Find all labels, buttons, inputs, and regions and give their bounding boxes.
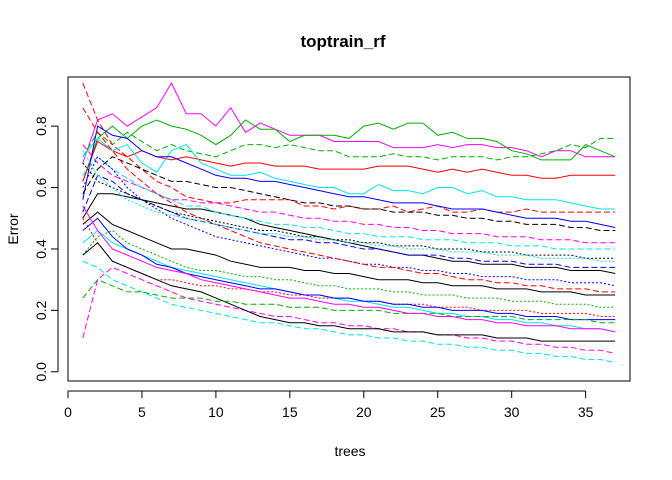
x-tick-label: 30 (504, 404, 520, 420)
plot-frame (67, 76, 631, 382)
series-line-13 (82, 211, 616, 296)
y-tick-label: 0.2 (33, 300, 49, 320)
series-line-2 (82, 82, 616, 164)
x-tick-label: 25 (430, 404, 446, 420)
series-line-8 (82, 125, 616, 228)
y-axis-label: Error (5, 213, 21, 244)
chart-title: toptrain_rf (301, 32, 386, 51)
series-line-22 (82, 205, 616, 333)
series-line-4 (82, 131, 616, 161)
x-tick-label: 10 (208, 404, 224, 420)
plot-area (67, 76, 631, 382)
series-line-21 (82, 279, 616, 324)
series-layer (82, 82, 616, 364)
x-tick-label: 5 (138, 404, 146, 420)
y-tick-label: 0.8 (33, 116, 49, 136)
x-tick-label: 15 (282, 404, 298, 420)
series-line-11 (82, 156, 616, 250)
series-line-24 (82, 107, 616, 293)
x-tick-label: 20 (356, 404, 372, 420)
series-line-6 (82, 82, 616, 213)
y-tick-label: 0.0 (33, 362, 49, 382)
series-line-15 (82, 218, 616, 317)
y-axis: 0.0 0.2 0.4 0.6 0.8 (33, 116, 59, 382)
series-line-12 (82, 174, 616, 268)
series-line-26 (82, 150, 616, 262)
series-line-5 (82, 140, 616, 182)
x-axis: 0 5 10 15 20 25 30 35 (64, 390, 594, 420)
series-line-3 (82, 119, 616, 182)
x-axis-label: trees (334, 443, 365, 459)
series-line-19 (82, 260, 616, 364)
series-line-20 (82, 242, 616, 342)
series-line-9 (82, 156, 616, 231)
series-line-1 (82, 193, 616, 274)
x-tick-label: 0 (64, 404, 72, 420)
y-tick-label: 0.6 (33, 178, 49, 198)
x-tick-label: 35 (578, 404, 594, 420)
series-line-17 (82, 217, 616, 321)
series-line-7 (82, 137, 616, 210)
y-tick-label: 0.4 (33, 239, 49, 259)
series-line-23 (82, 156, 616, 287)
series-line-18 (82, 266, 616, 354)
